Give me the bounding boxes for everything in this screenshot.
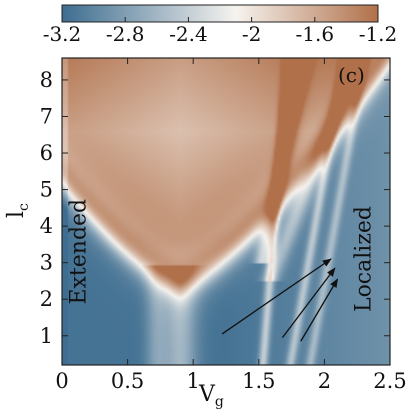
plot-frame: [61, 57, 391, 366]
colorbar-tick-label: -3.2: [43, 22, 82, 46]
y-axis: 1 2 3 4 5 6 7 8: [40, 68, 390, 348]
panel-label: (c): [338, 63, 365, 87]
colorbar: -3.2 -2.8 -2.4 -2 -1.6 -1.2: [43, 4, 398, 46]
annotation-arrow: [300, 278, 339, 342]
colorbar-gradient: [61, 4, 379, 23]
y-tick-label: 7: [40, 104, 53, 128]
annotation-extended: Extended: [67, 199, 92, 305]
x-tick-label: 2.5: [373, 369, 406, 393]
x-tick-label: 0: [55, 369, 68, 393]
y-tick-label: 6: [40, 141, 53, 165]
annotation-arrow: [221, 258, 332, 335]
colorbar-ticks: -3.2 -2.8 -2.4 -2 -1.6 -1.2: [43, 17, 398, 46]
heatmap-area: [62, 58, 390, 365]
x-axis: 0 0.5 1 1.5 2 2.5: [55, 58, 407, 393]
x-tick-label: 0.5: [111, 369, 144, 393]
colorbar-tick-label: -1.2: [359, 22, 398, 46]
x-tick-label: 1: [187, 369, 200, 393]
annotations: Extended Localized: [67, 199, 377, 312]
y-tick-label: 4: [40, 214, 53, 238]
colorbar-tick-label: -1.6: [296, 22, 335, 46]
y-tick-label: 8: [40, 68, 53, 92]
heatmap-image: [62, 58, 390, 365]
colorbar-tick-label: -2.8: [106, 22, 145, 46]
y-tick-label: 2: [40, 287, 53, 311]
y-tick-label: 5: [40, 178, 53, 202]
colorbar-tick-label: -2.4: [169, 22, 208, 46]
x-tick-label: 1.5: [242, 369, 275, 393]
x-tick-label: 2: [318, 369, 331, 393]
y-tick-label: 1: [40, 324, 53, 348]
annotation-arrow: [281, 267, 336, 338]
arrows: [221, 258, 339, 342]
x-axis-label: Vg: [198, 382, 224, 410]
y-tick-label: 3: [40, 251, 53, 275]
colorbar-tick-label: -2: [242, 22, 261, 46]
y-axis-label: lc: [4, 203, 32, 218]
annotation-localized: Localized: [351, 206, 376, 312]
